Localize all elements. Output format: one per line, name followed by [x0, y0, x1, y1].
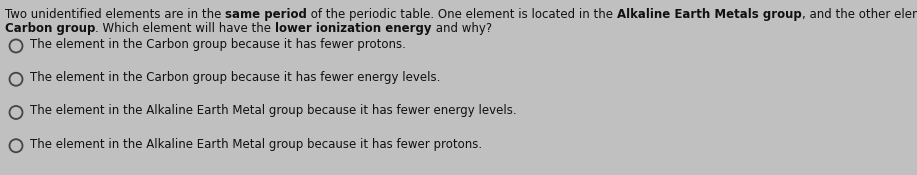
Text: lower ionization energy: lower ionization energy	[275, 22, 432, 35]
Text: The element in the Carbon group because it has fewer energy levels.: The element in the Carbon group because …	[30, 71, 440, 84]
Text: Alkaline Earth Metals group: Alkaline Earth Metals group	[617, 8, 801, 21]
Text: same period: same period	[226, 8, 307, 21]
Text: Two unidentified elements are in the: Two unidentified elements are in the	[5, 8, 226, 21]
Text: . Which element will have the: . Which element will have the	[95, 22, 275, 35]
Text: The element in the Alkaline Earth Metal group because it has fewer protons.: The element in the Alkaline Earth Metal …	[30, 138, 482, 151]
Text: of the periodic table. One element is located in the: of the periodic table. One element is lo…	[307, 8, 617, 21]
Text: The element in the Alkaline Earth Metal group because it has fewer energy levels: The element in the Alkaline Earth Metal …	[30, 104, 516, 117]
Text: , and the other element is in the: , and the other element is in the	[801, 8, 917, 21]
Text: and why?: and why?	[432, 22, 492, 35]
Text: The element in the Carbon group because it has fewer protons.: The element in the Carbon group because …	[30, 38, 406, 51]
Text: Carbon group: Carbon group	[5, 22, 95, 35]
